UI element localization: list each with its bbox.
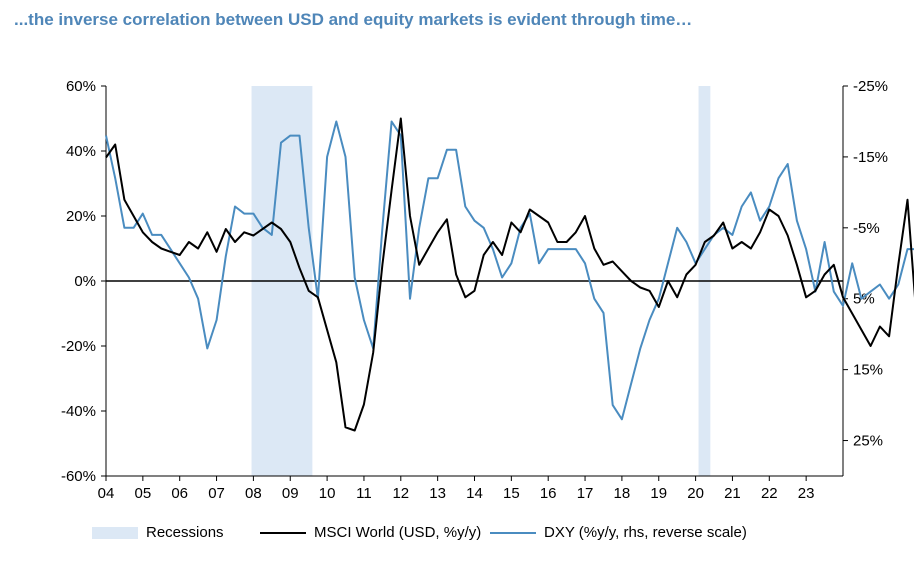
x-tick-label-12: 16 [540,485,557,502]
right-tick-label-1: -15% [853,149,888,166]
series-line-msci-world [105,117,914,432]
legend-item-recessions[interactable]: Recessions [92,524,224,541]
x-tick-label-19: 23 [798,485,815,502]
left-tick-label-3: 0% [74,273,96,290]
chart-title: ...the inverse correlation between USD a… [14,10,693,29]
legend-label-msci: MSCI World (USD, %y/y) [314,524,482,541]
x-tick-label-18: 22 [761,485,778,502]
right-tick-label-5: 25% [853,433,883,450]
left-tick-label-6: 60% [66,78,96,95]
x-tick-label-15: 19 [650,485,667,502]
x-tick-label-4: 08 [245,485,262,502]
x-tick-label-2: 06 [171,485,188,502]
left-tick-label-1: -40% [61,403,96,420]
right-tick-label-2: -5% [853,220,880,237]
x-tick-label-9: 13 [429,485,446,502]
left-tick-label-5: 40% [66,143,96,160]
legend-swatch-dxy [490,531,536,534]
x-tick-label-6: 10 [319,485,336,502]
x-tick-label-5: 09 [282,485,299,502]
x-tick-label-16: 20 [687,485,704,502]
legend-swatch-recessions [92,526,138,539]
series-lines [105,117,914,432]
series-line-dxy [105,120,914,421]
x-tick-label-8: 12 [392,485,409,502]
legend-label-dxy: DXY (%y/y, rhs, reverse scale) [544,524,747,541]
x-tick-label-14: 18 [614,485,631,502]
right-tick-label-4: 15% [853,362,883,379]
right-tick-label-3: 5% [853,291,875,308]
right-axis-ticks: -25% -15% -5% 5% 15% 25% [843,78,888,450]
legend: Recessions MSCI World (USD, %y/y) DXY (%… [0,524,914,548]
left-tick-label-0: -60% [61,468,96,485]
x-axis-ticks: 04 05 06 07 08 09 10 11 12 13 14 15 16 17 18 19 20 21 22 23 [98,476,815,502]
right-tick-label-0: -25% [853,78,888,95]
legend-item-msci[interactable]: MSCI World (USD, %y/y) [260,524,481,541]
x-tick-label-0: 04 [98,485,115,502]
legend-label-recessions: Recessions [146,524,224,541]
legend-item-dxy[interactable]: DXY (%y/y, rhs, reverse scale) [490,524,747,541]
x-tick-label-7: 11 [356,485,372,502]
x-tick-label-17: 21 [724,485,741,502]
x-tick-label-3: 07 [208,485,225,502]
left-tick-label-2: -20% [61,338,96,355]
legend-swatch-msci [260,531,306,534]
x-tick-label-1: 05 [135,485,152,502]
x-tick-label-11: 15 [503,485,520,502]
x-tick-label-10: 14 [466,485,483,502]
left-axis-ticks: -60% -40% -20% 0% 20% 40% 60% [61,78,106,485]
x-tick-label-13: 17 [577,485,594,502]
left-tick-label-4: 20% [66,208,96,225]
